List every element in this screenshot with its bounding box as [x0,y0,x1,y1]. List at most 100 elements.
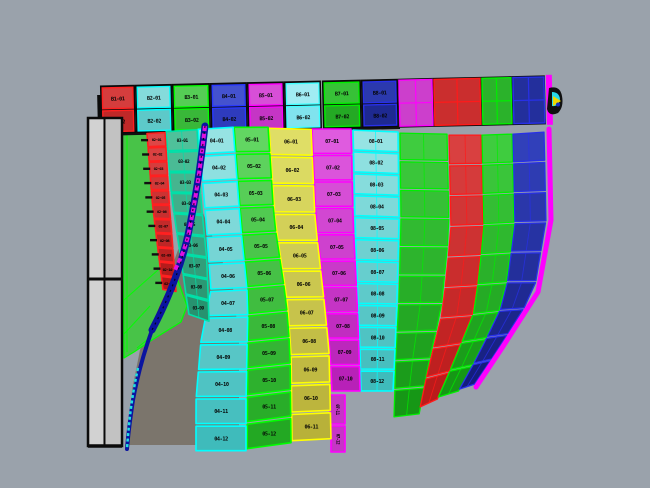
frame-column[interactable] [86,116,124,448]
panel[interactable] [362,80,397,104]
panel[interactable] [323,104,361,128]
strip-green-right[interactable] [437,133,515,398]
panel[interactable] [195,370,248,398]
panel-label: 03-09 [192,306,204,312]
panel[interactable] [136,85,171,109]
panel[interactable] [206,235,245,263]
panel[interactable] [290,355,331,385]
panel[interactable] [195,398,247,425]
panel[interactable] [268,127,314,156]
panel[interactable] [185,294,210,323]
panel[interactable] [285,82,320,106]
panel[interactable] [270,156,315,185]
panel-label: 03-08 [191,285,203,291]
panel[interactable] [197,343,248,371]
panel[interactable] [286,298,328,327]
panel[interactable] [288,326,330,356]
panel[interactable] [271,184,316,213]
panel[interactable] [153,218,173,234]
panel[interactable] [290,411,332,442]
panel-label: 07-08 [336,324,350,330]
panel[interactable] [248,83,283,107]
panel[interactable] [312,154,353,181]
panel[interactable] [101,86,134,110]
panel[interactable] [433,315,473,348]
panel[interactable] [395,331,437,361]
panel[interactable] [146,131,167,148]
panel[interactable] [182,274,210,301]
panel[interactable] [396,303,443,332]
back-row[interactable]: B1-01B1-02B2-01B2-02B3-01B3-02B4-01B4-02… [97,74,553,135]
panel[interactable] [247,285,288,315]
panel[interactable] [195,425,247,452]
panel[interactable] [246,417,292,450]
panel[interactable] [311,128,353,155]
panel[interactable] [399,246,448,275]
panel[interactable] [325,312,360,339]
panel[interactable] [246,391,292,423]
edge-dash-black [151,125,206,331]
panel[interactable] [290,383,332,413]
strip-cyan-wide[interactable]: 08-01 08-02 08-03 08-04 08-05 08-06 08-07 08-08… [352,129,400,392]
panel[interactable] [237,179,274,207]
panel[interactable] [273,213,319,242]
panel[interactable] [148,161,169,177]
strip-magenta[interactable]: 07-01 07-02 07-03 07-04 07-05 07-06 07-07 07-08… [311,128,361,453]
strip-green-grid[interactable] [393,132,450,418]
panel[interactable] [328,339,361,366]
panel[interactable] [200,316,249,344]
panel[interactable] [281,270,325,299]
grid-line [434,100,481,104]
panel[interactable] [499,282,537,311]
panel[interactable] [150,190,171,205]
panel[interactable] [211,83,246,107]
panel[interactable] [323,81,360,105]
panel[interactable] [458,360,492,390]
panel-label: 07-06 [332,271,346,277]
panel[interactable] [322,286,359,313]
panel[interactable] [393,387,425,418]
panel[interactable] [329,365,361,392]
panel[interactable] [246,364,292,396]
panel[interactable] [136,108,172,132]
panel[interactable] [437,365,473,398]
strip-red-right[interactable] [419,134,484,408]
strip-blue-right[interactable] [458,131,547,390]
panel-mullion-line [525,223,531,251]
panel[interactable] [244,258,285,288]
panel[interactable] [155,232,174,249]
panel[interactable] [156,247,175,264]
panel[interactable] [398,275,446,304]
panel[interactable] [151,204,172,220]
panel[interactable] [149,175,170,191]
frame-slat-right [106,120,120,444]
panel[interactable] [204,207,243,236]
panel[interactable] [285,105,321,129]
panel[interactable] [313,181,354,208]
panel[interactable] [239,206,277,234]
panel[interactable] [319,260,358,287]
panel[interactable] [472,283,507,315]
panel[interactable] [330,425,346,453]
panel[interactable] [208,262,248,290]
panel[interactable] [247,311,290,342]
panel[interactable] [486,309,524,337]
panel[interactable] [173,84,209,108]
panel[interactable] [316,233,356,260]
panel[interactable] [419,372,450,408]
panel[interactable] [241,232,281,261]
panel[interactable] [202,180,240,209]
strip-green[interactable]: 05-01 05-02 05-03 05-04 05-05 05-06 05-07 05-08… [233,126,292,450]
panel[interactable] [233,126,271,153]
panel[interactable] [314,207,355,234]
panel[interactable] [362,103,398,127]
panel[interactable] [235,153,273,180]
panel[interactable] [147,146,168,162]
strip-yellow[interactable]: 06-01 06-02 06-03 06-04 06-05 06-06 06-07 06-08… [268,127,332,442]
panel[interactable] [473,334,508,364]
panel-label: 05-01 [245,137,259,143]
panel[interactable] [277,242,322,270]
panel[interactable] [247,338,291,369]
